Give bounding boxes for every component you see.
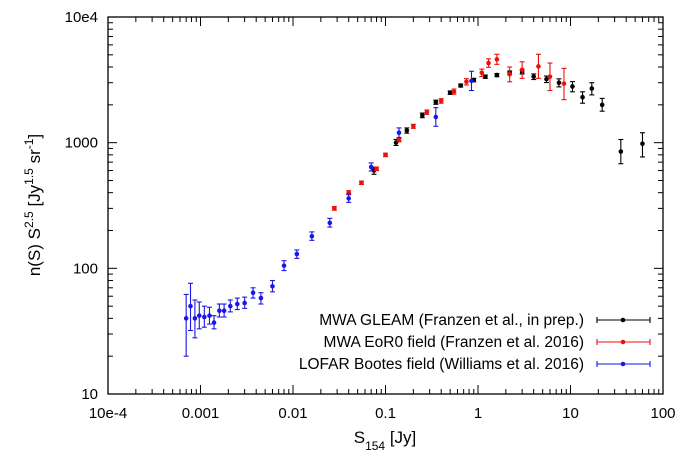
x-tick-label: 10 (562, 405, 579, 422)
y-axis-label: n(S) S2.5 [Jy1.5 sr-1] (22, 134, 44, 276)
data-point (447, 90, 453, 95)
data-point (479, 70, 485, 76)
legend-marker (620, 317, 626, 323)
series-1 (331, 53, 567, 211)
legend-label-eor0: MWA EoR0 field (Franzen et al. 2016) (324, 334, 584, 351)
data-point (294, 251, 300, 257)
data-point (327, 220, 333, 226)
data-point (556, 80, 562, 86)
x-tick-label: 0.001 (182, 405, 220, 422)
y-tick-label: 10e4 (65, 9, 98, 26)
x-tick-label: 0.01 (278, 405, 307, 422)
data-point (217, 308, 222, 314)
legend-marker (620, 361, 626, 367)
data-point (507, 71, 512, 77)
data-point (451, 89, 457, 94)
data-point (228, 303, 233, 309)
x-tick-label: 10e-4 (89, 405, 127, 422)
data-point (561, 81, 567, 86)
data-point (242, 300, 247, 306)
data-point (396, 137, 402, 143)
legend-label-lofar: LOFAR Bootes field (Williams et al. 2016… (299, 356, 584, 373)
data-point (424, 109, 430, 115)
data-point (258, 295, 264, 301)
data-point (404, 128, 410, 133)
y-tick-labels: 10 100 1000 10e4 (65, 9, 98, 403)
data-point (383, 152, 388, 158)
data-point (494, 72, 500, 78)
data-point (547, 74, 553, 79)
data-point (519, 67, 525, 73)
data-point (374, 166, 379, 172)
data-point (544, 76, 549, 82)
data-point (368, 164, 374, 170)
data-point (235, 301, 240, 307)
data-point (433, 99, 439, 105)
axis-ticks (107, 17, 663, 395)
data-point (359, 180, 364, 186)
data-point (396, 130, 402, 136)
data-point (618, 149, 624, 154)
data-point (183, 316, 189, 321)
data-point (433, 114, 439, 120)
data-point (221, 308, 227, 314)
data-point (202, 314, 207, 320)
data-point (536, 64, 541, 69)
data-point (438, 98, 444, 104)
data-point (411, 123, 416, 129)
data-point (458, 83, 463, 88)
data-point (464, 79, 469, 85)
x-tick-labels: 10e-4 0.001 0.01 0.1 1 10 100 (89, 405, 676, 422)
y-tick-label: 10 (81, 386, 98, 403)
series-0 (371, 69, 645, 175)
data-point (207, 313, 212, 318)
data-point (188, 303, 193, 309)
data-point (346, 196, 351, 201)
x-axis-label: S154 [Jy] (354, 428, 417, 453)
data-point (570, 84, 575, 89)
legend-label-gleam: MWA GLEAM (Franzen et al., in prep.) (319, 312, 584, 329)
x-tick-label: 1 (474, 405, 482, 422)
x-tick-label: 0.1 (375, 405, 396, 422)
data-point (420, 113, 425, 118)
legend: MWA GLEAM (Franzen et al., in prep.) MWA… (299, 312, 651, 373)
data-point (640, 141, 645, 147)
data-point (192, 316, 198, 321)
data-point (580, 94, 585, 100)
data-point (589, 86, 595, 91)
series-2 (183, 70, 474, 357)
data-point (196, 313, 202, 318)
data-point (332, 206, 337, 211)
y-tick-label: 100 (73, 260, 98, 277)
y-tick-label: 1000 (65, 135, 98, 152)
data-point (531, 74, 536, 79)
data-point (599, 102, 605, 108)
data-point (270, 283, 275, 289)
data-point (486, 60, 491, 66)
data-point (483, 74, 488, 79)
data-point (309, 233, 315, 239)
legend-marker (620, 339, 626, 345)
data-point (494, 57, 500, 62)
data-point (469, 78, 474, 84)
data-series (183, 53, 645, 357)
data-point (250, 290, 256, 295)
data-point (211, 320, 217, 325)
x-tick-label: 100 (650, 405, 675, 422)
data-point (281, 263, 287, 268)
